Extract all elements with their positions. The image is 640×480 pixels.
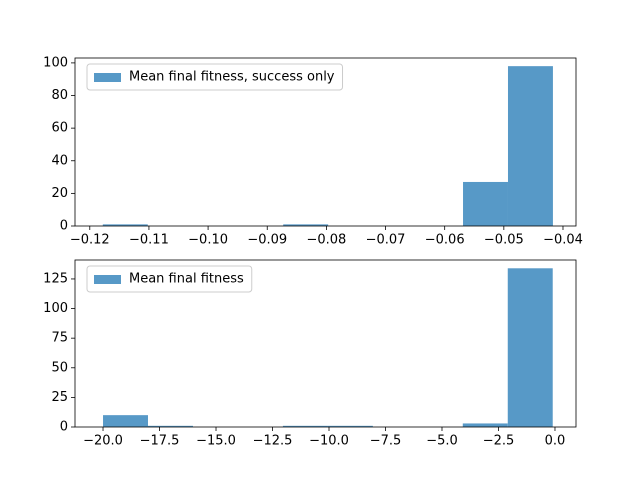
y-tick-label: 20 xyxy=(51,186,68,201)
y-tick-label: 100 xyxy=(43,55,68,70)
x-tick-label: −0.11 xyxy=(129,233,169,248)
legend-box xyxy=(86,63,344,91)
bar xyxy=(507,268,553,427)
x-tick-label: −0.07 xyxy=(366,233,406,248)
bar xyxy=(327,425,373,427)
y-tick-label: 75 xyxy=(51,331,68,346)
y-tick-label: 125 xyxy=(43,271,68,286)
x-tick-label: −0.10 xyxy=(188,233,228,248)
bar xyxy=(462,423,508,427)
legend-label: Mean final fitness xyxy=(129,272,244,287)
bar xyxy=(282,425,328,427)
x-tick-label: −12.5 xyxy=(253,434,293,449)
bar xyxy=(102,224,148,226)
x-tick-label: −0.08 xyxy=(306,233,346,248)
legend-box xyxy=(86,265,253,293)
bar xyxy=(507,66,553,227)
x-tick-label: −5.0 xyxy=(426,434,458,449)
bar xyxy=(463,181,508,226)
axes-frame xyxy=(74,57,577,227)
x-tick-label: −0.06 xyxy=(425,233,465,248)
legend-swatch xyxy=(94,73,121,82)
x-tick-label: −2.5 xyxy=(483,434,515,449)
legend-label: Mean final fitness, success only xyxy=(129,70,335,85)
legend-swatch xyxy=(94,275,121,284)
y-tick-label: 40 xyxy=(51,153,68,168)
bar xyxy=(147,425,193,427)
x-tick-label: −0.09 xyxy=(247,233,287,248)
x-tick-label: −0.05 xyxy=(484,233,524,248)
y-tick-label: 60 xyxy=(51,121,68,136)
x-tick-label: −0.04 xyxy=(543,233,583,248)
y-tick-label: 50 xyxy=(51,360,68,375)
x-tick-label: −20.0 xyxy=(83,434,123,449)
y-tick-label: 100 xyxy=(43,301,68,316)
x-tick-label: 0.0 xyxy=(545,434,566,449)
x-tick-label: −15.0 xyxy=(196,434,236,449)
x-tick-label: −7.5 xyxy=(370,434,402,449)
y-tick-label: 0 xyxy=(60,219,68,234)
bar xyxy=(283,224,329,226)
x-tick-label: −10.0 xyxy=(309,434,349,449)
y-tick-label: 80 xyxy=(51,88,68,103)
bar xyxy=(103,415,148,427)
axes-frame xyxy=(74,259,577,428)
x-tick-label: −0.12 xyxy=(70,233,110,248)
x-tick-label: −17.5 xyxy=(140,434,180,449)
y-tick-label: 0 xyxy=(60,420,68,435)
y-tick-label: 25 xyxy=(51,390,68,405)
